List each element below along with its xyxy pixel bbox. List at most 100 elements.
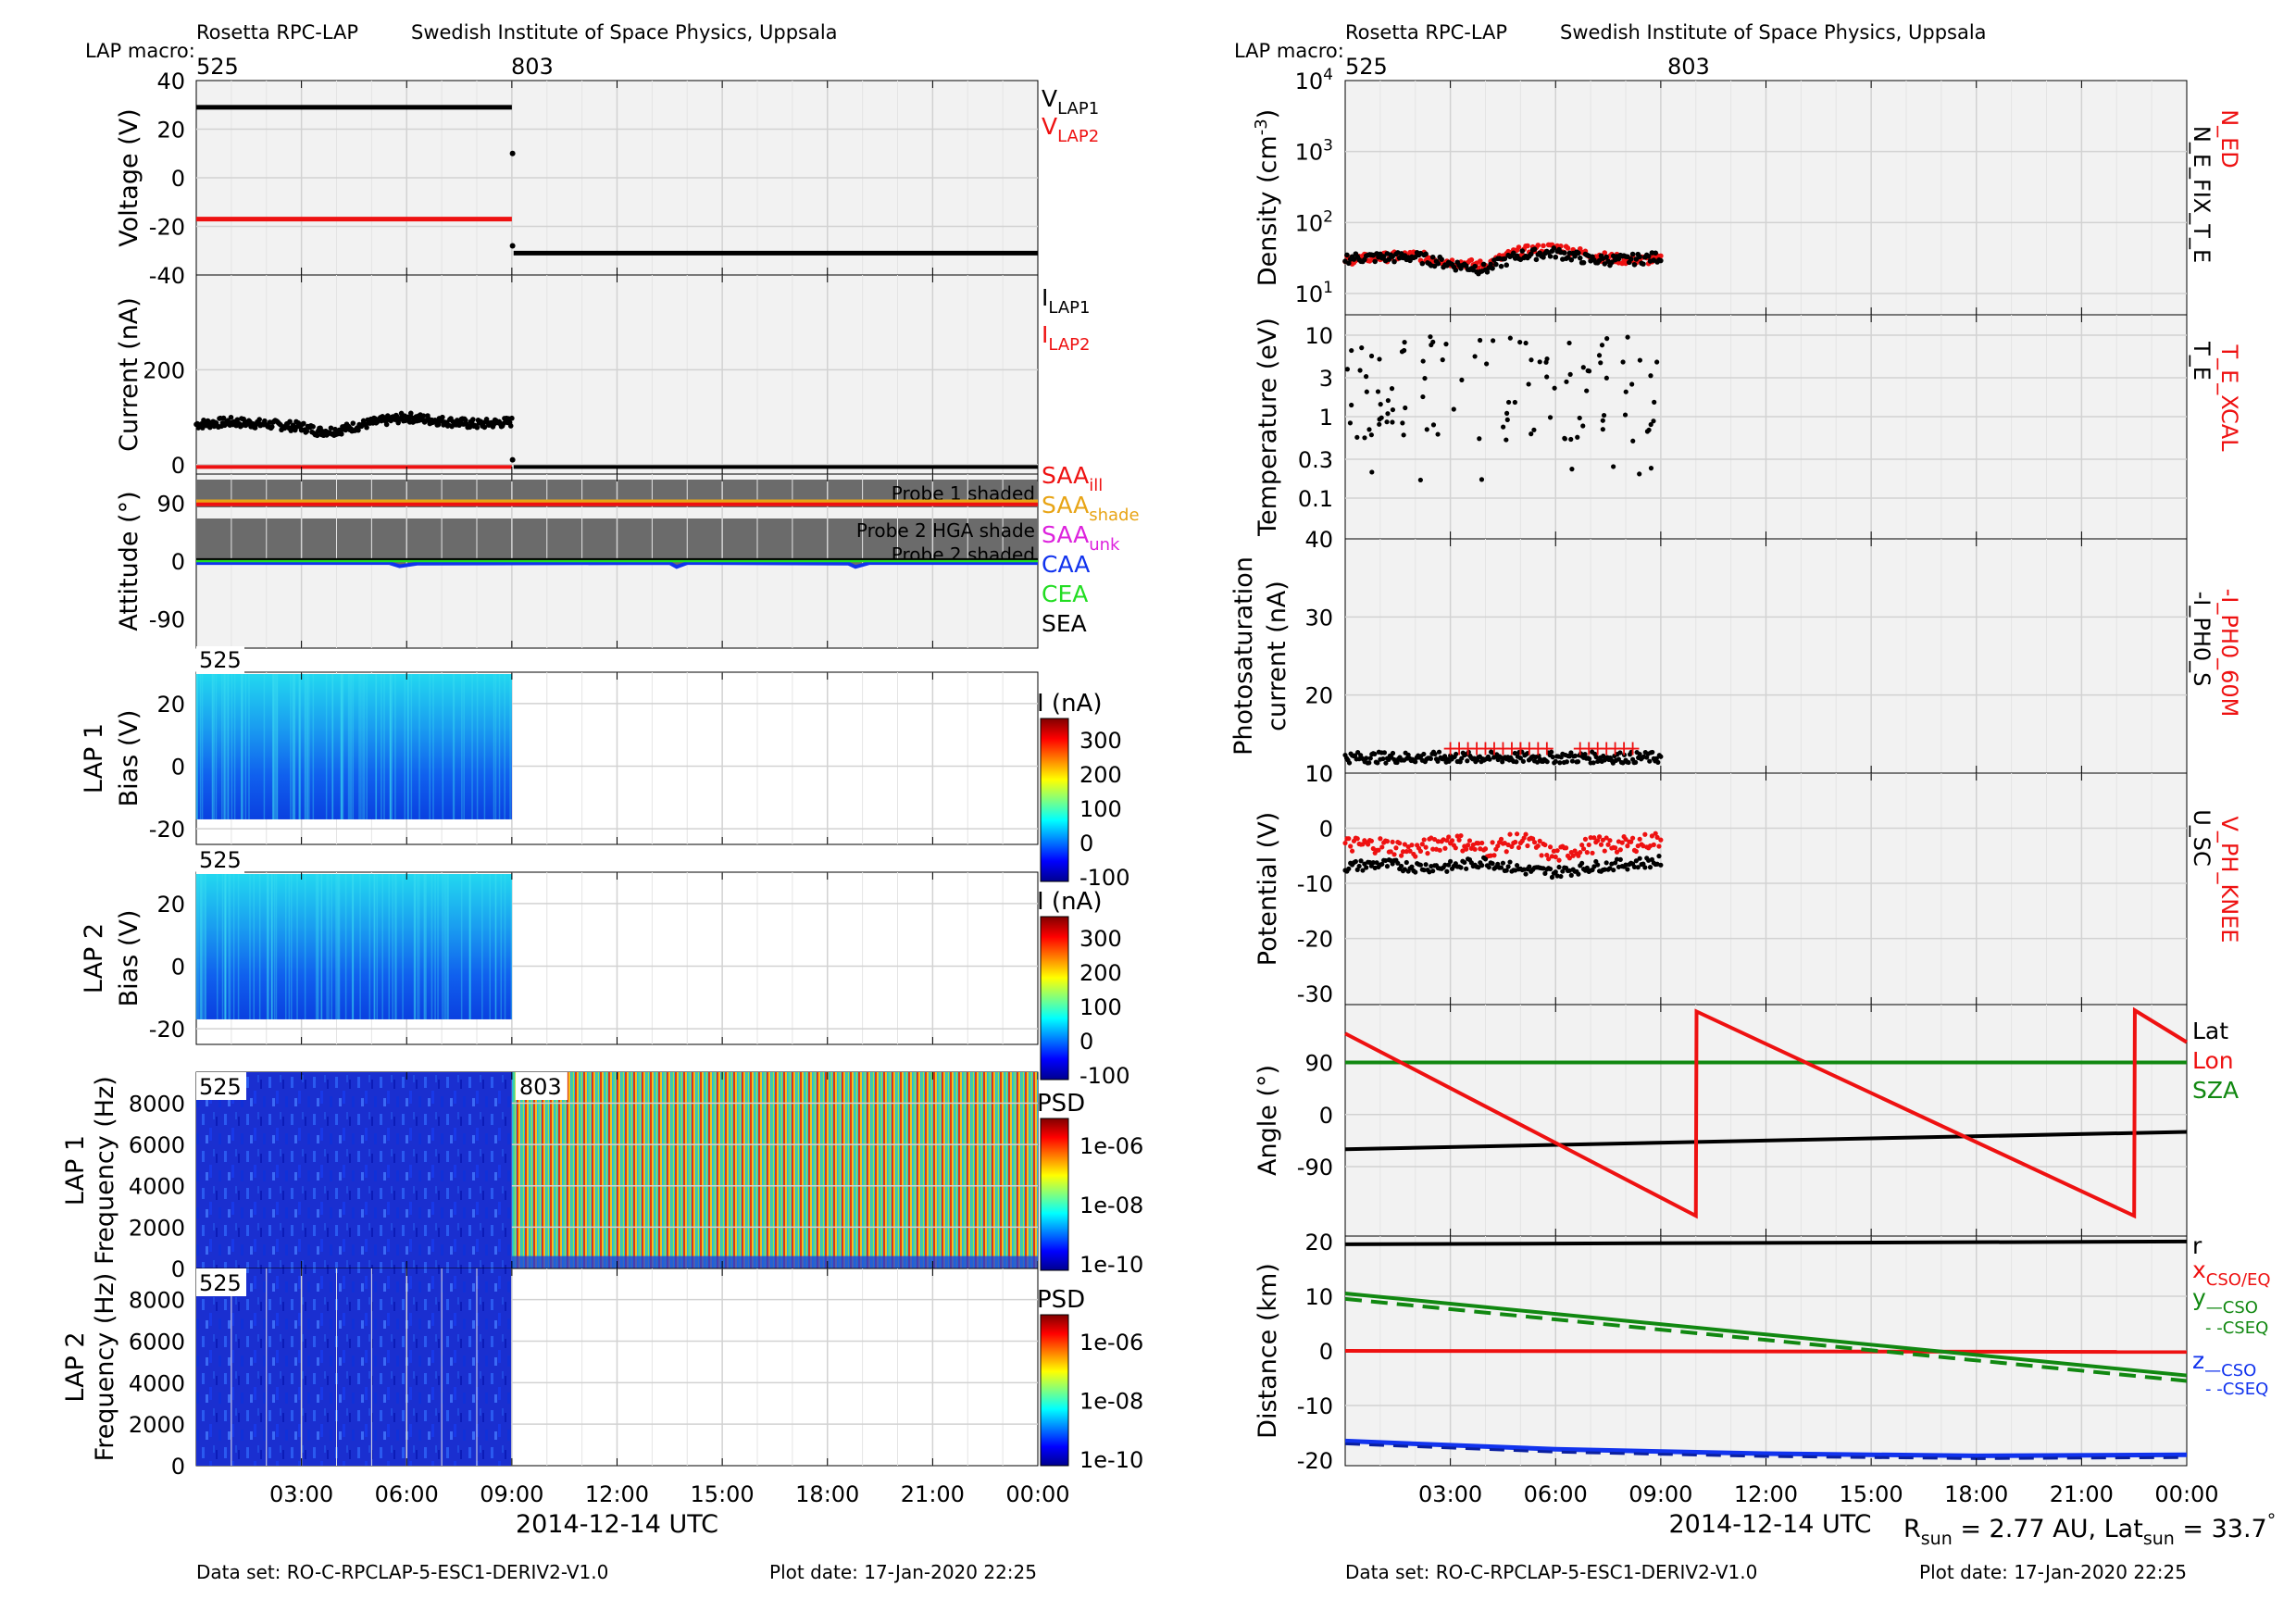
i-ph0-s-point [1436, 749, 1442, 755]
i-ph0-s-point [1644, 755, 1650, 760]
right-x-tick-label: 15:00 [1840, 1481, 1903, 1507]
v-ph-knee-point [1653, 831, 1658, 836]
i-ph0-s-point [1428, 756, 1434, 761]
t-e-point [1443, 342, 1449, 347]
lap1psd-colorbar-tick: 1e-10 [1079, 1252, 1143, 1278]
i-ph0-s-point [1617, 750, 1623, 756]
x-line [1344, 1349, 2188, 1355]
left-plotdate-label: Plot date: 17-Jan-2020 22:25 [769, 1561, 1037, 1583]
lap1psd-y-tick: 4000 [129, 1174, 185, 1200]
u-sc-point [1633, 858, 1639, 864]
u-sc-point [1486, 865, 1491, 870]
t-e-point [1354, 434, 1360, 440]
v-ph-knee-point [1407, 848, 1413, 854]
right-x-tick-label: 18:00 [1944, 1481, 2008, 1507]
v-ph-knee-point [1449, 838, 1455, 843]
t-e-point [1359, 345, 1365, 351]
distance-y-tick: 10 [1304, 1284, 1333, 1310]
t-e-point [1364, 389, 1369, 394]
v-ph-knee-point [1580, 846, 1587, 852]
v-ph-knee-point [1466, 838, 1473, 843]
u-sc-point [1476, 865, 1481, 870]
v-ph-knee-point [1642, 831, 1648, 837]
lap2bias-ylabel1: LAP 2 [80, 923, 108, 993]
t-e-point [1368, 353, 1375, 359]
v-ph-knee-point [1535, 843, 1541, 849]
photo-y-tick: 40 [1304, 527, 1333, 553]
v-ph-knee-point [1556, 857, 1562, 863]
v-ph-knee-point [1437, 847, 1442, 853]
u-sc-point [1404, 859, 1409, 866]
i-ph0-s-point [1587, 756, 1592, 762]
v-ph-knee-point [1544, 852, 1550, 858]
i-ph0-60m-marker: + [1539, 738, 1555, 761]
n-e-fix-point [1629, 251, 1636, 257]
lap1psd-macro-box [196, 1072, 246, 1100]
i-ph0-s-point [1512, 750, 1517, 756]
t-e-point [1363, 374, 1369, 380]
ilap1-point [364, 424, 369, 431]
angle-y-tick: 90 [1304, 1051, 1333, 1077]
n-e-fix-point [1423, 251, 1429, 257]
potential-y-tick: -30 [1297, 981, 1333, 1007]
current-transient-point [509, 456, 516, 463]
v-ph-knee-point [1431, 836, 1438, 843]
v-ph-knee-point [1390, 839, 1395, 844]
i-ph0-60m-marker: + [1529, 738, 1546, 761]
t-e-point [1601, 412, 1607, 418]
u-sc-point [1482, 856, 1489, 862]
i-ph0-s-point [1633, 759, 1639, 766]
left-x-axis-label: 2014-12-14 UTC [516, 1510, 718, 1539]
n-e-fix-point [1553, 254, 1559, 260]
attitude-y-tick: 0 [171, 549, 185, 575]
u-sc-point [1366, 859, 1373, 866]
t-e-point [1369, 469, 1375, 475]
i-ph0-s-point [1517, 756, 1523, 761]
caa-line [196, 561, 1038, 569]
vlap1-legend: VLAP1 [1042, 85, 1099, 119]
photo-y-tick: 30 [1304, 605, 1333, 631]
lap1psd-heatmap-803 [511, 1072, 1038, 1268]
v-ph-knee-point [1542, 842, 1548, 848]
u-sc-point [1379, 861, 1385, 867]
i-ph0-s-point [1465, 758, 1470, 764]
v-ph-knee-point [1605, 842, 1611, 847]
voltage-transient-point [509, 243, 516, 249]
ilap1-point [440, 414, 445, 420]
i-ph0-s-point [1520, 758, 1527, 764]
angle-legend-lon: Lon [2192, 1047, 2234, 1074]
n-ed-point [1602, 250, 1608, 256]
ilap1-point [304, 429, 310, 434]
lap2bias-colorbar-tick: 300 [1079, 926, 1122, 952]
v-ph-knee-point [1442, 845, 1448, 851]
u-sc-point [1490, 861, 1495, 867]
lap1psd-ylabel1: LAP 1 [61, 1135, 90, 1206]
v-ph-knee-point [1607, 838, 1613, 843]
t-e-point [1637, 471, 1642, 477]
ilap1-point [228, 414, 234, 420]
v-ph-knee-point [1513, 839, 1518, 845]
t-e-point [1585, 368, 1591, 374]
u-sc-point [1523, 871, 1529, 877]
n-e-fix-point [1637, 254, 1642, 260]
ilap1-point [200, 425, 206, 431]
ilap1-point [310, 424, 316, 430]
v-ph-knee-point [1435, 839, 1441, 844]
n-e-fix-point [1645, 253, 1652, 259]
lap1psd-colorbar-title: PSD [1037, 1090, 1085, 1118]
u-sc-point [1613, 860, 1618, 866]
i-ph0-s-point [1367, 756, 1373, 761]
v-ph-knee-point [1413, 854, 1418, 859]
u-sc-point [1500, 860, 1506, 866]
lap2psd-y-tick: 2000 [129, 1412, 185, 1438]
n-e-fix-point [1577, 255, 1583, 261]
i-ph0-s-point [1564, 759, 1569, 765]
n-e-fix-point [1493, 261, 1499, 268]
v-ph-knee-point [1514, 831, 1520, 837]
potential-y-tick: 10 [1304, 761, 1333, 787]
i-ph0-60m-marker: + [1589, 738, 1605, 761]
ilap1-legend: ILAP1 [1042, 284, 1090, 318]
n-e-fix-point [1653, 250, 1658, 256]
lap1bias-colorbar-tick: 0 [1079, 831, 1093, 856]
